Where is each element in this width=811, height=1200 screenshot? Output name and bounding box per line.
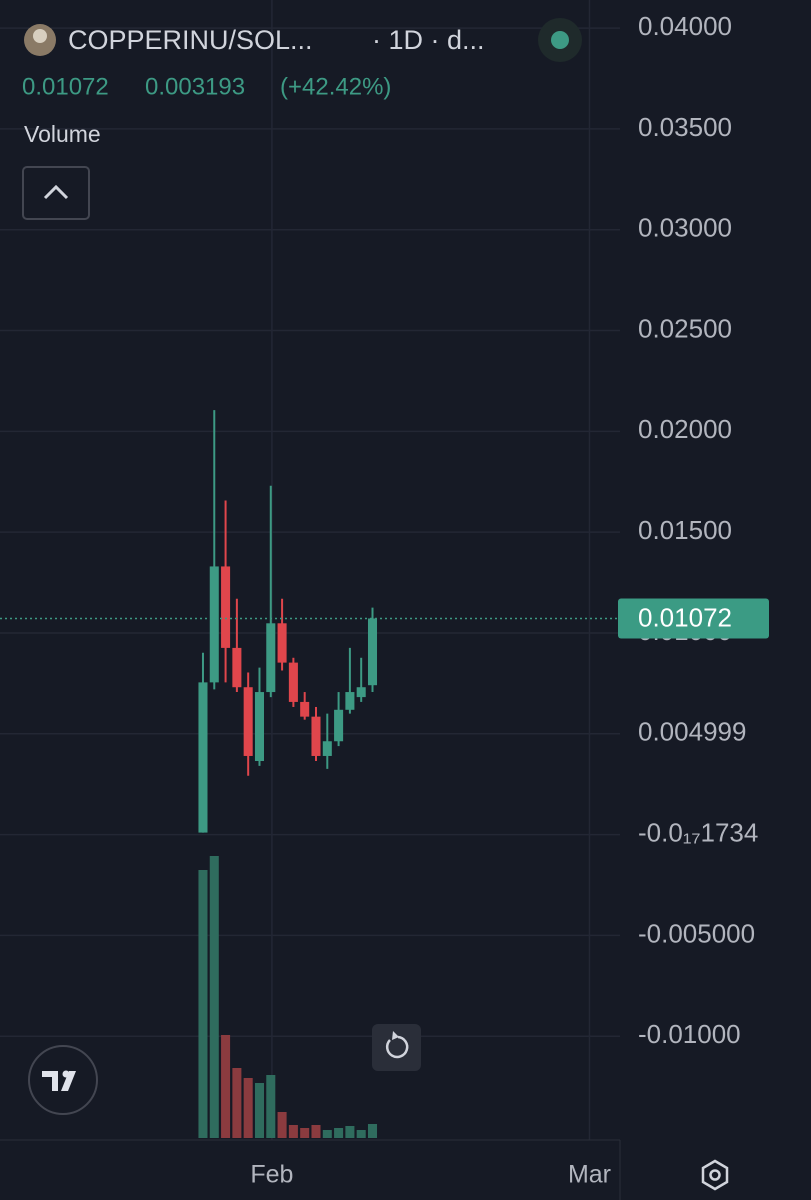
x-tick-label: Mar: [568, 1161, 611, 1189]
y-tick-label: 0.03000: [638, 213, 732, 243]
interval[interactable]: · 1D · d...: [372, 25, 485, 55]
volume-bar: [198, 870, 208, 1138]
reset-button[interactable]: [372, 1024, 421, 1071]
y-tick-label: -0.005000: [638, 918, 755, 948]
reset-icon: [385, 1035, 409, 1059]
x-tick-label: Feb: [250, 1161, 293, 1189]
price-label: 0.01072: [638, 602, 732, 632]
price-label-box: [618, 598, 769, 639]
y-tick-label: 0.03500: [638, 112, 732, 142]
volume-pane: [198, 856, 378, 1138]
volume-bar: [300, 1128, 310, 1138]
symbol-avatar-face: [33, 29, 47, 43]
volume-bar: [367, 1124, 378, 1138]
volume-bar: [322, 1130, 332, 1138]
candle-body: [367, 618, 378, 686]
settings-icon-center: [709, 1169, 721, 1181]
settings-icon[interactable]: [701, 1159, 729, 1191]
candle-body: [288, 662, 298, 702]
y-tick-label: 0.04000: [638, 11, 732, 41]
status-dot: [551, 31, 569, 49]
y-tick-label: 0.02500: [638, 313, 732, 343]
reset-arrow: [392, 1031, 399, 1040]
candle-body: [254, 692, 265, 762]
volume-bar: [311, 1125, 321, 1138]
volume-bar: [288, 1125, 298, 1138]
y-tick-label: -0.01000: [638, 1019, 741, 1049]
volume-bar: [356, 1130, 366, 1138]
candle-body: [345, 692, 355, 710]
candle-body: [266, 623, 276, 693]
price-axis: 0.04000 0.03500 0.03000 0.02500 0.02000 0.015…: [250, 11, 769, 1189]
change-percent: (+42.42%): [280, 73, 391, 100]
volume-bar: [221, 1035, 231, 1138]
last-price: 0.01072: [22, 73, 109, 100]
candle-body: [209, 566, 219, 683]
candle-body: [232, 647, 242, 688]
candle-body: [311, 716, 321, 756]
candle-body: [334, 709, 344, 742]
volume-bar: [209, 856, 219, 1138]
candle-body: [198, 682, 208, 833]
volume-bar: [254, 1083, 265, 1138]
symbol-name[interactable]: COPPERINU/SOL...: [68, 25, 313, 55]
y-tick-label: 0.01500: [638, 515, 732, 545]
candle-body: [277, 623, 287, 663]
grid: [0, 0, 620, 1140]
y-tick-label: -0.0₁₇1734: [638, 817, 758, 847]
volume-bar: [345, 1126, 355, 1138]
volume-bar: [334, 1128, 344, 1138]
chevron-icon: [43, 184, 69, 200]
volume-bar: [266, 1075, 276, 1138]
tv-logo-dot: [62, 1070, 70, 1078]
candles: [0, 410, 620, 833]
candle-body: [322, 741, 332, 756]
volume-bar: [232, 1068, 242, 1138]
indicator-name: Volume: [24, 121, 101, 147]
candle-body: [300, 701, 310, 717]
candle-body: [221, 566, 231, 648]
collapse-button[interactable]: [22, 166, 90, 220]
y-tick-label: 0.02000: [638, 414, 732, 444]
candle-body: [243, 687, 253, 756]
volume-bar: [277, 1112, 287, 1138]
y-tick-label: 0.004999: [638, 717, 746, 747]
volume-bar: [243, 1078, 253, 1138]
candle-body: [356, 687, 366, 698]
change: 0.003193: [145, 73, 245, 100]
tv-logo[interactable]: [28, 1045, 98, 1115]
